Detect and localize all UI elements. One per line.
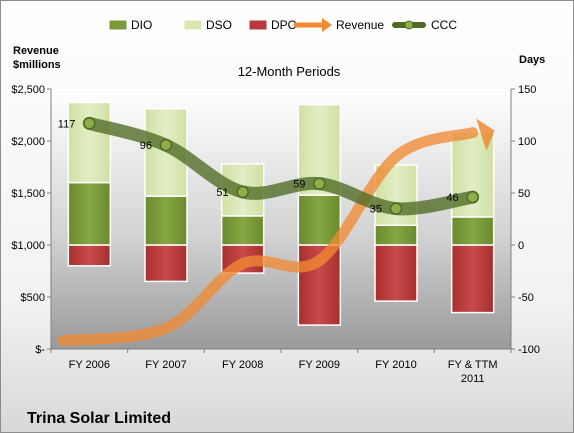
left-axis-title-line1: Revenue <box>13 45 59 57</box>
bar-dpo <box>374 244 418 302</box>
ccc-point <box>466 190 479 204</box>
x-axis-tick-label: FY 2010 <box>375 359 416 371</box>
legend-label-ccc: CCC <box>431 18 457 32</box>
legend-swatch-dpo <box>248 19 268 31</box>
ccc-point <box>313 177 326 190</box>
right-axis-tick-label: -50 <box>518 292 534 304</box>
lines-layer: 117 96 51 59 35 46 <box>57 116 495 347</box>
revenue-arrowhead <box>476 118 495 152</box>
right-axis-tick-label: -100 <box>518 344 540 356</box>
axes-layer: $2,500 $2,000 $1,500 $1,000 $500 $- 150 100 50 0 -… <box>11 84 540 385</box>
bar-dpo <box>450 244 495 314</box>
bar-dio <box>374 224 418 246</box>
x-axis-tick-label: FY 2008 <box>222 359 263 371</box>
bar-dio <box>144 195 188 246</box>
right-axis-tick-label: 50 <box>518 188 530 200</box>
bar-dio <box>220 215 265 246</box>
ccc-data-label: 46 <box>446 192 458 204</box>
legend-arrowhead-revenue <box>322 18 332 32</box>
company-name: Trina Solar Limited <box>27 410 171 427</box>
ccc-point <box>159 138 173 152</box>
chart-title: 12-Month Periods <box>238 64 341 79</box>
left-axis-tick-label: $- <box>35 344 45 356</box>
legend-label-dso: DSO <box>206 18 232 32</box>
left-axis-tick-label: $2,500 <box>11 84 45 96</box>
legend-label-dpo: DPO <box>271 18 297 32</box>
ccc-point <box>236 185 249 199</box>
bar-dso <box>67 101 112 184</box>
x-axis-tick-label: FY 2009 <box>299 359 340 371</box>
ccc-data-label: 96 <box>140 140 152 152</box>
bar-dio <box>67 181 112 246</box>
right-axis-tick-label: 100 <box>518 136 536 148</box>
legend-swatch-dio <box>108 19 128 31</box>
bar-dio <box>450 216 495 246</box>
bar-dio <box>297 194 342 246</box>
revenue-line <box>57 127 479 347</box>
left-axis-tick-label: $2,000 <box>11 136 45 148</box>
ccc-point <box>83 117 96 130</box>
x-axis-tick-label: FY 2007 <box>145 359 186 371</box>
left-axis-title-line2: $millions <box>13 59 61 71</box>
right-axis-title: Days <box>519 54 545 66</box>
ccc-data-label: 35 <box>370 204 382 216</box>
ccc-point <box>389 202 403 215</box>
right-axis-tick-label: 150 <box>518 84 536 96</box>
left-axis-tick-label: $500 <box>21 292 45 304</box>
ccc-data-label: 117 <box>58 118 76 130</box>
right-axis-tick-label: 0 <box>518 240 524 252</box>
left-axis-tick-label: $1,000 <box>11 240 45 252</box>
bar-dpo <box>67 244 112 267</box>
ccc-data-label: 59 <box>293 179 305 191</box>
legend-label-revenue: Revenue <box>336 18 384 32</box>
x-axis-tick-label: FY & TTM 2011 <box>448 359 498 385</box>
left-axis-tick-label: $1,500 <box>11 188 45 200</box>
legend: DIO DSO DPO Revenue CCC <box>108 18 457 32</box>
x-axis-tick-label: FY 2006 <box>69 359 110 371</box>
ccc-data-label: 51 <box>216 187 228 199</box>
legend-label-dio: DIO <box>131 18 152 32</box>
legend-swatch-dso <box>183 19 203 31</box>
bar-dpo <box>144 244 188 283</box>
legend-marker-ccc <box>404 20 414 30</box>
